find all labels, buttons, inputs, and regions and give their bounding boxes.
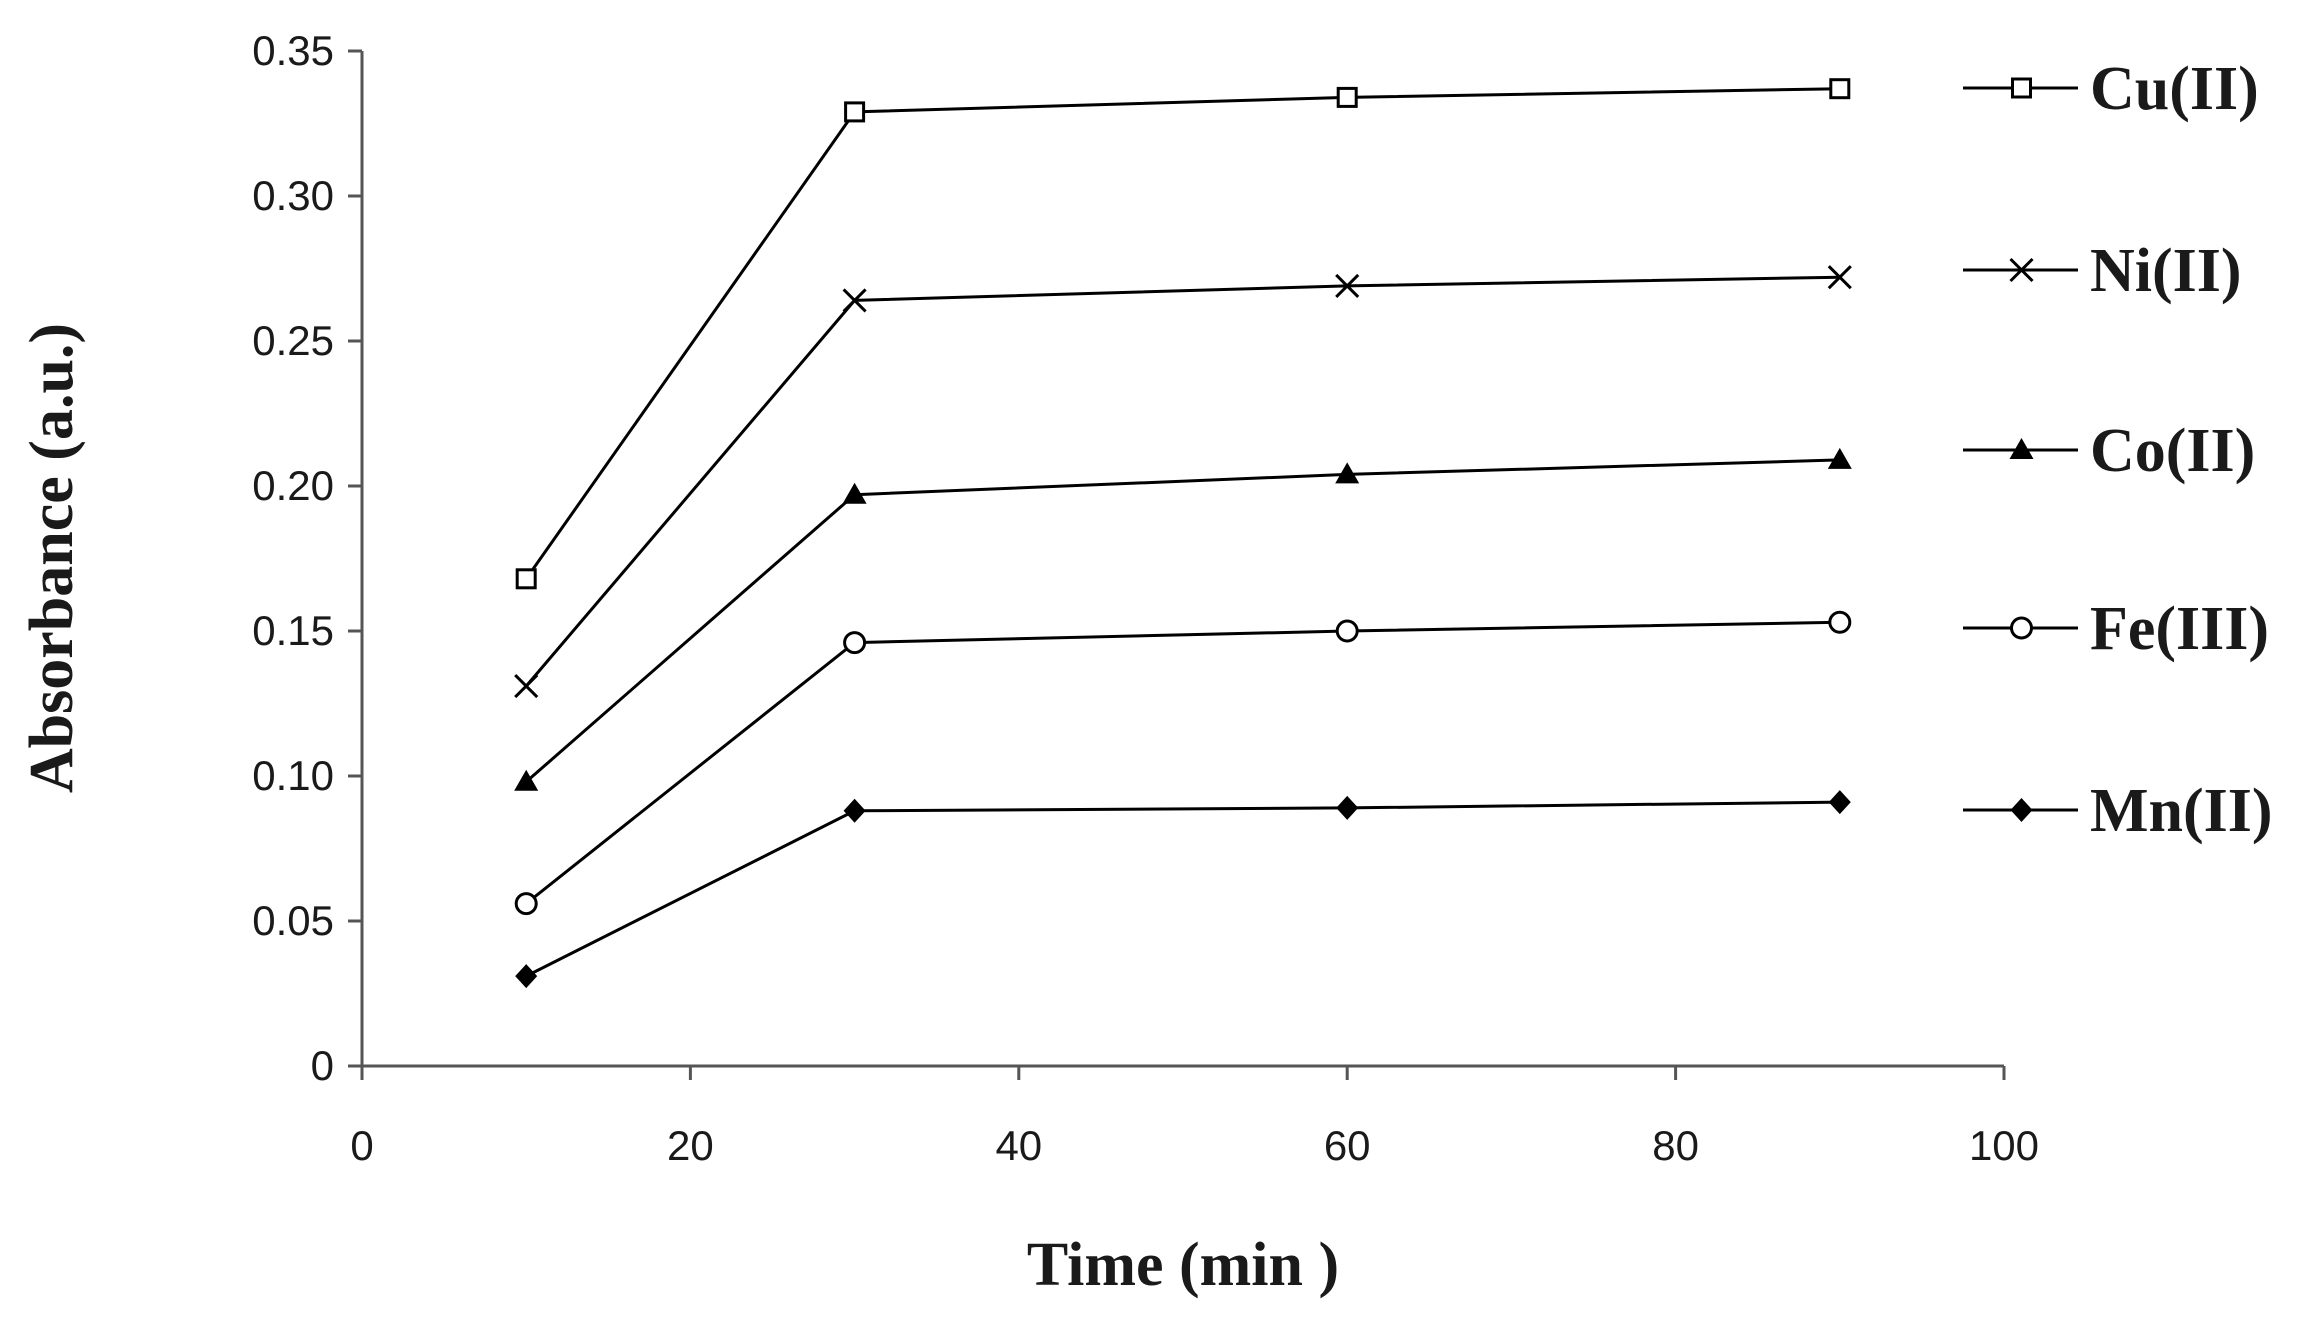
axes	[352, 51, 2004, 1068]
legend-marker-cu-ii	[2011, 77, 2032, 99]
data-point-cu-ii	[1829, 78, 1851, 100]
data-point-ni-ii	[514, 674, 539, 699]
y-tick-label: 0	[311, 1042, 334, 1089]
legend-label-cu-ii: Cu(II)	[2090, 55, 2259, 123]
legend-label-ni-ii: Ni(II)	[2090, 237, 2242, 305]
x-tick-label: 100	[1969, 1122, 2039, 1169]
legend-marker-ni-ii	[2009, 257, 2034, 283]
y-axis-title: Absorbance (a.u.)	[18, 323, 86, 793]
legend-marker-co-ii	[2009, 438, 2034, 459]
data-point-co-ii	[842, 482, 867, 504]
y-tick-label: 0.30	[252, 172, 334, 219]
x-ticks: 0 20 40 60 80 100	[350, 1066, 2039, 1169]
y-tick-label: 0.10	[252, 752, 334, 799]
data-point-ni-ii	[1827, 265, 1852, 290]
series-line-mn-ii	[525, 800, 1840, 978]
data-point-cu-ii	[844, 101, 866, 123]
data-point-mn-ii	[1828, 790, 1851, 815]
x-axis-title: Time (min )	[1027, 1231, 1339, 1299]
series-line-co-ii	[525, 458, 1840, 783]
legend: Cu(II) Ni(II) Co(II) Fe(III) Mn(II)	[1963, 55, 2273, 845]
data-point-fe-iii	[843, 631, 867, 655]
series-line-cu-ii	[524, 87, 1840, 580]
y-tick-label: 0.20	[252, 462, 334, 509]
series-line-ni-ii	[525, 275, 1840, 688]
data-point-ni-ii	[1335, 273, 1360, 298]
x-tick-label: 20	[667, 1122, 714, 1169]
data-point-mn-ii	[1336, 795, 1359, 820]
y-ticks: 0 0.05 0.10 0.15 0.20 0.25 0.30 0.35	[252, 27, 362, 1089]
y-tick-label: 0.25	[252, 317, 334, 364]
data-point-co-ii	[514, 769, 539, 791]
x-tick-label: 80	[1652, 1122, 1699, 1169]
data-point-cu-ii	[515, 568, 537, 590]
data-point-ni-ii	[842, 288, 867, 313]
x-tick-label: 0	[350, 1122, 373, 1169]
x-tick-label: 60	[1324, 1122, 1371, 1169]
legend-label-co-ii: Co(II)	[2090, 417, 2255, 485]
data-point-mn-ii	[843, 798, 866, 823]
data-point-fe-iii	[1828, 610, 1852, 634]
data-point-fe-iii	[514, 892, 538, 916]
data-point-fe-iii	[1335, 619, 1359, 643]
data-point-mn-ii	[515, 964, 538, 989]
y-tick-label: 0.35	[252, 27, 334, 74]
y-tick-label: 0.15	[252, 607, 334, 654]
x-tick-label: 40	[995, 1122, 1042, 1169]
y-tick-label: 0.05	[252, 897, 334, 944]
series-lines	[524, 87, 1840, 978]
legend-marker-fe-iii	[2010, 616, 2033, 640]
data-point-co-ii	[1827, 447, 1852, 469]
data-point-cu-ii	[1336, 86, 1358, 108]
legend-label-mn-ii: Mn(II)	[2090, 777, 2273, 845]
legend-label-fe-iii: Fe(III)	[2090, 595, 2269, 663]
series-line-fe-iii	[525, 620, 1840, 905]
series-markers	[514, 78, 1852, 989]
data-point-co-ii	[1335, 462, 1360, 484]
legend-marker-mn-ii	[2010, 798, 2033, 822]
